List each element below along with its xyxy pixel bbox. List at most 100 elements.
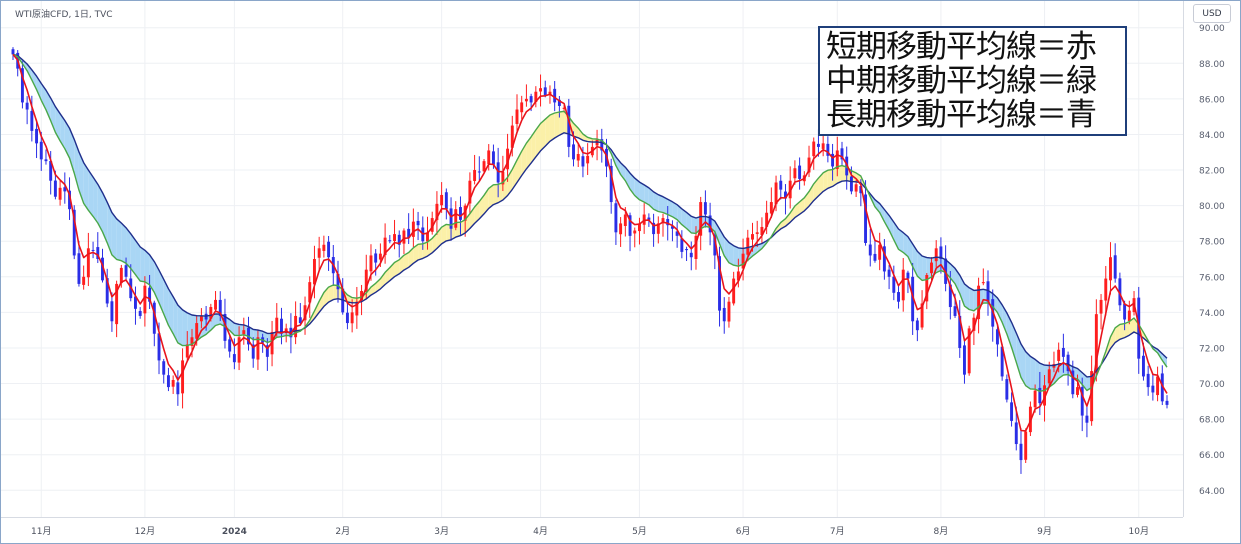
candle-body-down bbox=[388, 240, 392, 242]
candle-body-down bbox=[1061, 347, 1065, 357]
candle-body-up bbox=[468, 180, 472, 204]
candle-body-up bbox=[1104, 278, 1108, 301]
candle-body-up bbox=[623, 214, 627, 226]
candle-body-down bbox=[77, 253, 81, 284]
candle-body-down bbox=[496, 162, 500, 183]
candle-body-down bbox=[374, 253, 378, 263]
candle-body-up bbox=[732, 278, 736, 304]
cloud-bear-segment bbox=[69, 128, 75, 173]
candle-body-down bbox=[708, 215, 712, 233]
cloud-bear-segment bbox=[677, 204, 682, 225]
candle-body-down bbox=[96, 247, 100, 259]
legend-long-ma: 長期移動平均線＝青 bbox=[826, 97, 1097, 133]
candle-body-down bbox=[25, 102, 29, 110]
candle-body-down bbox=[105, 278, 109, 304]
cloud-bull-segment bbox=[427, 238, 433, 257]
candle-body-down bbox=[567, 105, 571, 147]
cloud-bull-segment bbox=[498, 182, 503, 203]
candle-body-up bbox=[656, 223, 660, 234]
candle-body-down bbox=[713, 234, 717, 256]
cloud-bear-segment bbox=[88, 170, 94, 217]
candle-body-up bbox=[360, 291, 364, 301]
currency-button[interactable]: USD bbox=[1193, 4, 1231, 23]
cloud-bull-segment bbox=[818, 172, 824, 196]
time-tick-label: 2024 bbox=[222, 527, 247, 537]
time-tick-label: 5月 bbox=[632, 526, 647, 537]
candle-body-up bbox=[303, 305, 307, 321]
cloud-bear-segment bbox=[667, 199, 673, 217]
candle-body-up bbox=[506, 148, 510, 170]
price-tick-label: 88.00 bbox=[1199, 60, 1225, 70]
price-axis[interactable]: 90.00 88.00 86.00 84.00 82.00 80.00 78.00 76.00… bbox=[1183, 1, 1240, 517]
cloud-bull-segment bbox=[441, 224, 447, 244]
candle-body-up bbox=[930, 262, 933, 274]
candle-body-up bbox=[369, 255, 373, 272]
cloud-bull-segment bbox=[413, 244, 419, 264]
candle-body-down bbox=[336, 273, 340, 290]
candle-body-up bbox=[463, 205, 467, 221]
ma-legend: 短期移動平均線＝赤 中期移動平均線＝緑 長期移動平均線＝青 bbox=[818, 26, 1127, 136]
candle-body-down bbox=[798, 165, 802, 179]
candle-body-down bbox=[477, 171, 481, 173]
cloud-bull-segment bbox=[559, 111, 565, 136]
candle-body-down bbox=[915, 320, 919, 331]
cloud-bear-segment bbox=[159, 270, 164, 314]
candle-body-down bbox=[859, 185, 863, 194]
candle-body-down bbox=[39, 141, 43, 160]
candle-body-down bbox=[718, 256, 721, 311]
time-tick-label: 12月 bbox=[135, 526, 155, 537]
candle-body-up bbox=[755, 232, 759, 234]
candle-body-down bbox=[722, 307, 726, 322]
candle-body-up bbox=[322, 244, 326, 251]
cloud-bear-segment bbox=[60, 113, 65, 149]
candle-body-up bbox=[1076, 387, 1079, 395]
candle-body-down bbox=[152, 302, 156, 334]
candle-body-down bbox=[397, 234, 401, 245]
mid-ma-line bbox=[12, 53, 1168, 392]
price-tick-label: 76.00 bbox=[1199, 273, 1225, 283]
candle-body-down bbox=[124, 265, 128, 277]
candle-body-down bbox=[138, 310, 142, 316]
candle-body-up bbox=[411, 221, 415, 237]
candle-body-up bbox=[430, 218, 434, 232]
time-tick-label: 11月 bbox=[31, 526, 51, 537]
candle-body-up bbox=[534, 91, 538, 102]
candle-body-up bbox=[1109, 257, 1112, 281]
price-tick-label: 90.00 bbox=[1199, 24, 1225, 34]
cloud-bear-segment bbox=[653, 191, 659, 212]
plot-area[interactable] bbox=[1, 1, 1210, 517]
candle-body-down bbox=[963, 345, 966, 375]
cloud-bull-segment bbox=[554, 111, 560, 138]
candle-body-down bbox=[948, 284, 952, 308]
candle-body-up bbox=[1033, 390, 1037, 408]
time-axis[interactable]: 11月12月20242月3月4月5月6月7月8月9月10月22 bbox=[1, 517, 1215, 543]
candle-body-down bbox=[652, 222, 656, 235]
candle-body-up bbox=[435, 203, 439, 221]
cloud-bear-segment bbox=[1039, 363, 1045, 392]
candlestick-chart[interactable] bbox=[1, 1, 1210, 517]
cloud-bull-segment bbox=[1119, 323, 1125, 340]
candle-body-up bbox=[981, 282, 985, 284]
time-tick-label: 7月 bbox=[830, 526, 845, 537]
cloud-bear-segment bbox=[253, 329, 258, 340]
candle-body-up bbox=[977, 285, 981, 320]
cloud-bear-segment bbox=[41, 83, 46, 110]
candle-body-up bbox=[934, 248, 938, 262]
cloud-bear-segment bbox=[620, 162, 626, 181]
cloud-bear-segment bbox=[728, 242, 734, 266]
candle-body-up bbox=[1099, 299, 1103, 314]
price-tick-label: 72.00 bbox=[1199, 344, 1225, 354]
candle-body-up bbox=[1024, 431, 1028, 460]
candle-body-down bbox=[110, 301, 114, 322]
cloud-bull-segment bbox=[488, 184, 494, 209]
candle-body-up bbox=[539, 88, 543, 92]
cloud-bear-segment bbox=[64, 120, 70, 158]
cloud-bull-segment bbox=[408, 247, 414, 268]
cloud-bear-segment bbox=[144, 250, 150, 285]
candle-body-down bbox=[162, 361, 166, 375]
candle-body-up bbox=[619, 223, 623, 235]
candle-body-down bbox=[449, 208, 453, 229]
cloud-bear-segment bbox=[893, 222, 899, 250]
cloud-bull-segment bbox=[578, 128, 583, 141]
